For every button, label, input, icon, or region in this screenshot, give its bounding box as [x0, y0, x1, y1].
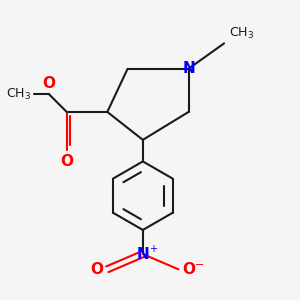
Text: +: + — [149, 244, 157, 254]
Text: CH$_3$: CH$_3$ — [6, 87, 31, 102]
Text: O: O — [42, 76, 56, 91]
Text: O: O — [91, 262, 103, 277]
Text: O: O — [60, 154, 73, 169]
Text: N: N — [136, 247, 149, 262]
Text: N: N — [182, 61, 195, 76]
Text: O: O — [182, 262, 195, 277]
Text: −: − — [195, 260, 204, 271]
Text: CH$_3$: CH$_3$ — [229, 26, 254, 41]
